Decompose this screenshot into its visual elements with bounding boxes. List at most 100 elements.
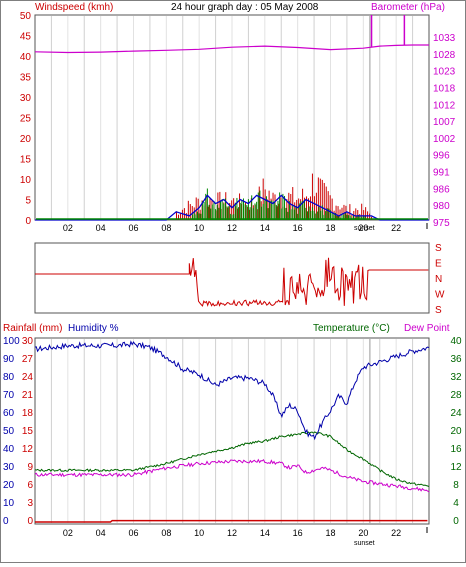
bottom-time-tick-label: 12	[227, 528, 237, 538]
rainfall-line	[35, 519, 428, 523]
bottom-time-tick-label: 14	[260, 528, 270, 538]
temperature-tick-label: 8	[453, 480, 459, 491]
top-time-tick-label: 16	[293, 223, 303, 233]
rainfall-tick-label: 0	[27, 516, 33, 527]
top-time-tick-label: 04	[96, 223, 106, 233]
temperature-tick-label: 20	[450, 426, 462, 437]
top-time-tick-label: 18	[325, 223, 335, 233]
top-time-tick-label: 08	[161, 223, 171, 233]
direction-plot-frame	[34, 242, 430, 314]
barometer-tick-label: 991	[433, 168, 450, 179]
chart-title: 24 hour graph day : 05 May 2008	[171, 2, 319, 13]
windspeed-tick-label: 35	[20, 73, 32, 84]
temperature-tick-label: 4	[453, 498, 459, 509]
wind-average-line	[35, 194, 429, 221]
top-time-tick-label: 20	[358, 223, 368, 233]
bottom-gridlines	[50, 339, 414, 523]
barometer-tick-label: 1007	[433, 117, 456, 128]
barometer-tick-label: 996	[433, 151, 450, 162]
barometer-tick-label: 1002	[433, 134, 456, 145]
barometer-tick-label: 1028	[433, 50, 456, 61]
humidity-line	[34, 340, 430, 441]
top-time-tick-label: 12	[227, 223, 237, 233]
barometer-axis-title: Barometer (hPa)	[371, 2, 445, 13]
barometer-axis: 1033 1028 1023 1018 1012 1007 1002 996 991 986 980…	[433, 33, 456, 229]
top-time-tick-label: 10	[194, 223, 204, 233]
temperature-tick-label: 24	[450, 408, 462, 419]
humidity-tick-label: 60	[3, 408, 15, 419]
bottom-time-tick-label: 16	[293, 528, 303, 538]
humidity-tick-label: 30	[3, 462, 15, 473]
windspeed-tick-label: 40	[20, 52, 32, 63]
rainfall-tick-label: 15	[22, 426, 34, 437]
bottom-sunset-label: sunset	[354, 540, 375, 547]
windspeed-tick-label: 15	[20, 155, 32, 166]
rainfall-tick-label: 30	[22, 336, 34, 347]
barometer-tick-label: 1033	[433, 33, 456, 44]
temperature-tick-label: 12	[450, 462, 462, 473]
rainfall-tick-label: 18	[22, 408, 34, 419]
barometer-tick-label: 1012	[433, 100, 456, 111]
humidity-tick-label: 70	[3, 390, 15, 401]
windspeed-tick-label: 50	[20, 11, 32, 22]
bottom-time-tick-label: 06	[128, 528, 138, 538]
rainfall-tick-label: 24	[22, 372, 34, 383]
barometer-line	[34, 44, 429, 54]
humidity-tick-label: 20	[3, 480, 15, 491]
rainfall-tick-label: 6	[27, 480, 33, 491]
temperature-tick-label: 36	[450, 354, 462, 365]
windspeed-axis-title: Windspeed (kmh)	[35, 2, 113, 13]
top-time-tick-label: 22	[391, 223, 401, 233]
rainfall-tick-label: 27	[22, 354, 34, 365]
windspeed-tick-label: 20	[20, 134, 32, 145]
windspeed-tick-label: 25	[20, 114, 32, 125]
humidity-tick-label: 90	[3, 354, 15, 365]
rainfall-tick-label: 12	[22, 444, 34, 455]
bottom-time-tick-label: 22	[391, 528, 401, 538]
wind-direction-line	[35, 257, 429, 307]
barometer-tick-label: 980	[433, 201, 450, 212]
humidity-tick-label: 80	[3, 372, 15, 383]
temperature-tick-label: 32	[450, 372, 462, 383]
humidity-tick-label: 50	[3, 426, 15, 437]
bottom-time-tick-label: 20	[358, 528, 368, 538]
temperature-axis-title: Temperature (°C)	[313, 323, 390, 334]
top-time-axis: 02 04 06 08 10 12 14 16 18 20 22	[63, 223, 428, 233]
humidity-tick-label: 10	[3, 498, 15, 509]
windspeed-tick-label: 5	[25, 196, 31, 207]
direction-tick-label: W	[435, 290, 445, 301]
barometer-tick-label: 1018	[433, 83, 456, 94]
bottom-time-axis: 02 04 06 08 10 12 14 16 18 20 22	[63, 527, 428, 538]
direction-series	[35, 257, 429, 307]
direction-tick-label: S	[435, 305, 442, 316]
temperature-tick-label: 28	[450, 390, 462, 401]
barometer-tick-label: 986	[433, 184, 450, 195]
humidity-axis-title: Humidity %	[68, 323, 119, 334]
top-time-tick-label: 06	[128, 223, 138, 233]
humidity-tick-label: 0	[3, 516, 9, 527]
humidity-tick-label: 100	[3, 336, 20, 347]
windspeed-tick-label: 10	[20, 175, 32, 186]
rainfall-axis-title: Rainfall (mm)	[3, 323, 62, 334]
top-time-tick-label: 14	[260, 223, 270, 233]
bottom-time-tick-label: 10	[194, 528, 204, 538]
top-sunset-label: sunset	[354, 225, 375, 232]
humidity-tick-label: 40	[3, 444, 15, 455]
dewpoint-axis-title: Dew Point	[404, 323, 450, 334]
temperature-tick-label: 0	[453, 516, 459, 527]
top-series	[34, 15, 429, 221]
windspeed-tick-label: 45	[20, 32, 32, 43]
bottom-time-tick-label: 02	[63, 528, 73, 538]
bottom-series	[34, 340, 430, 523]
direction-tick-label: N	[435, 274, 442, 285]
temperature-tick-label: 40	[450, 336, 462, 347]
windspeed-tick-label: 0	[25, 216, 31, 227]
barometer-tick-label: 975	[433, 218, 450, 229]
barometer-tick-label: 1023	[433, 67, 456, 78]
